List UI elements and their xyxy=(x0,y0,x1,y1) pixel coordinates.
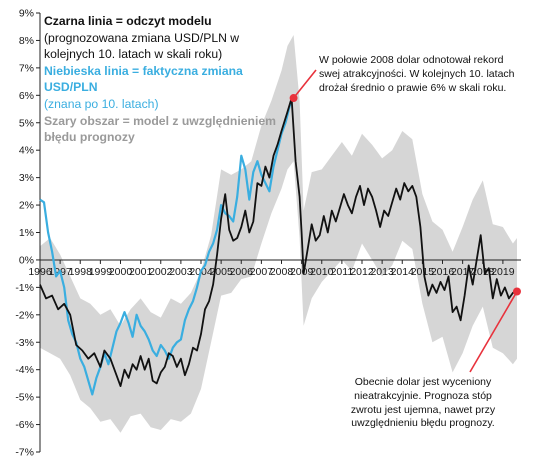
legend-actual-title: Niebieska linia = faktyczna zmiana USD/P… xyxy=(44,63,243,95)
x-tick-label: 2015 xyxy=(411,266,435,278)
y-tick-label: 5% xyxy=(19,117,34,129)
legend-model-description: (prognozowana zmiana USD/PLN w kolejnych… xyxy=(44,30,240,62)
y-tick-label: -3% xyxy=(15,337,34,349)
y-tick-label: -5% xyxy=(15,392,34,404)
legend: Czarna linia = odczyt modelu (prognozowa… xyxy=(44,13,284,146)
y-tick-label: -1% xyxy=(15,282,34,294)
legend-actual-description: (znana po 10. latach) xyxy=(44,96,159,111)
x-tick-label: 2019 xyxy=(491,266,515,278)
annotation-2008-peak: W połowie 2008 dolar odnotował rekord sw… xyxy=(319,54,515,94)
peak-marker xyxy=(289,94,298,103)
peak-pointer-line xyxy=(292,69,317,99)
y-tick-label: -4% xyxy=(15,364,34,376)
x-tick-label: 2011 xyxy=(331,266,354,278)
y-tick-label: -6% xyxy=(15,419,34,431)
x-tick-label: 2009 xyxy=(290,266,314,278)
actual-series-line xyxy=(39,97,295,396)
x-tick-label: 2012 xyxy=(350,266,374,278)
x-tick-label: 1999 xyxy=(89,266,113,278)
y-tick-label: 1% xyxy=(19,227,34,239)
x-tick-label: 1996 xyxy=(28,266,52,278)
current-marker xyxy=(512,287,521,296)
y-tick-label: 8% xyxy=(19,35,34,47)
x-tick-label: 2006 xyxy=(230,266,254,278)
y-tick-label: 6% xyxy=(19,90,34,102)
x-tick-label: 2016 xyxy=(431,266,455,278)
y-tick-label: 2% xyxy=(19,200,34,212)
legend-band-description: Szary obszar = model z uwzględnieniem bł… xyxy=(44,113,276,145)
x-tick-label: 2013 xyxy=(370,266,394,278)
x-tick-label: 2000 xyxy=(109,266,133,278)
x-tick-label: 2010 xyxy=(310,266,334,278)
x-tick-label: 2007 xyxy=(250,266,274,278)
annotation-current: Obecnie dolar jest wyceniony nieatrakcyj… xyxy=(350,376,496,430)
y-tick-label: 9% xyxy=(19,8,34,20)
current-pointer-line xyxy=(469,291,518,373)
x-tick-label: 1998 xyxy=(69,266,93,278)
y-tick-label: 7% xyxy=(19,62,34,74)
y-tick-label: -2% xyxy=(15,309,34,321)
x-tick-label: 2008 xyxy=(270,266,294,278)
y-tick-label: 4% xyxy=(19,145,34,157)
y-tick-label: -7% xyxy=(15,447,34,459)
x-tick-label: 2003 xyxy=(169,266,193,278)
model-series-line xyxy=(39,97,518,387)
y-tick-label: 0% xyxy=(19,254,34,266)
x-tick-label: 2002 xyxy=(149,266,173,278)
x-tick-label: 2001 xyxy=(129,266,153,278)
legend-model-title: Czarna linia = odczyt modelu xyxy=(44,14,212,28)
y-tick-label: 3% xyxy=(19,172,34,184)
error-band xyxy=(40,35,517,433)
x-tick-label: 2014 xyxy=(391,266,415,278)
